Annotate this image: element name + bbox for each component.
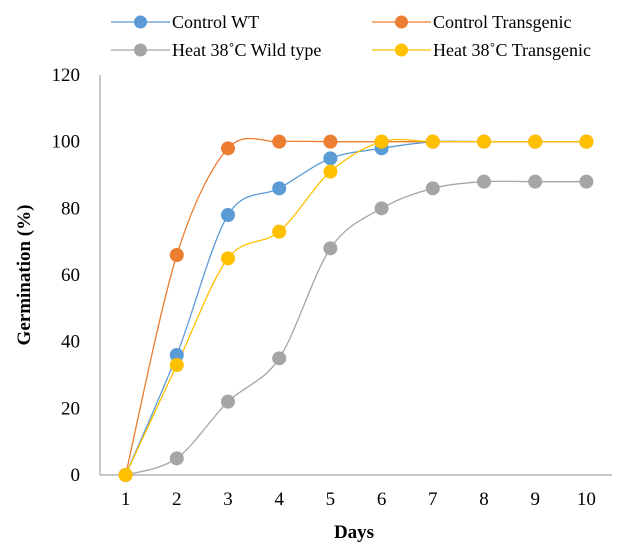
x-tick-label: 5 xyxy=(326,489,336,510)
data-point xyxy=(425,134,440,149)
data-point xyxy=(323,151,338,166)
data-point xyxy=(221,208,235,222)
y-tick-label: 0 xyxy=(71,465,81,486)
series-points xyxy=(118,134,594,482)
data-point xyxy=(169,248,184,262)
y-tick-label: 20 xyxy=(61,398,80,419)
x-tick-labels: 1 2 3 4 5 6 7 8 9 10 xyxy=(121,489,596,510)
series-line xyxy=(125,180,587,476)
legend-marker xyxy=(395,43,408,57)
data-point xyxy=(272,224,287,239)
legend-label: Heat 38˚C Wild type xyxy=(172,40,321,60)
y-tick-label: 40 xyxy=(61,332,80,353)
data-point xyxy=(118,468,133,482)
x-axis-title: Days xyxy=(334,522,374,543)
data-point xyxy=(221,394,235,409)
x-tick-label: 10 xyxy=(577,489,596,510)
y-tick-label: 120 xyxy=(52,65,81,86)
data-point xyxy=(323,241,338,256)
series-line xyxy=(124,137,587,476)
data-point xyxy=(221,141,235,156)
data-point xyxy=(169,451,184,466)
data-point xyxy=(477,134,491,149)
x-tick-label: 2 xyxy=(172,489,182,510)
x-tick-label: 7 xyxy=(428,489,438,510)
data-point xyxy=(169,358,184,372)
data-point xyxy=(169,348,184,362)
x-tick-label: 1 xyxy=(121,489,131,510)
data-point xyxy=(272,181,287,196)
y-tick-labels: 0 20 40 60 80 100 120 xyxy=(52,65,81,486)
series-lines xyxy=(124,137,587,476)
legend-label: Control Transgenic xyxy=(433,12,572,32)
data-point xyxy=(272,134,287,149)
legend-marker xyxy=(395,15,408,29)
legend-marker xyxy=(134,15,147,29)
series-line xyxy=(125,140,587,476)
y-tick-label: 80 xyxy=(61,198,80,219)
data-point xyxy=(374,134,389,149)
x-tick-label: 4 xyxy=(274,489,284,510)
data-point xyxy=(272,351,287,366)
axes xyxy=(99,75,612,476)
x-tick-label: 3 xyxy=(223,489,233,510)
series-line xyxy=(125,138,587,476)
data-point xyxy=(477,174,491,189)
data-point xyxy=(579,134,594,149)
data-point xyxy=(221,251,235,266)
legend-label: Control WT xyxy=(172,12,259,32)
x-tick-label: 8 xyxy=(479,489,489,510)
data-point xyxy=(425,181,440,196)
legend: Control WT Control Transgenic Heat 38˚C Wi… xyxy=(111,12,591,60)
data-point xyxy=(579,174,594,189)
data-point xyxy=(323,134,338,149)
y-tick-label: 60 xyxy=(61,265,80,286)
data-point xyxy=(528,134,543,149)
data-point xyxy=(323,164,338,179)
x-tick-label: 6 xyxy=(377,489,387,510)
data-point xyxy=(528,174,543,189)
legend-label: Heat 38˚C Transgenic xyxy=(433,40,591,60)
y-axis-title: Germination (%) xyxy=(14,205,35,346)
x-tick-label: 9 xyxy=(530,489,540,510)
y-tick-label: 100 xyxy=(52,132,81,153)
legend-marker xyxy=(134,43,147,57)
data-point xyxy=(374,201,389,216)
